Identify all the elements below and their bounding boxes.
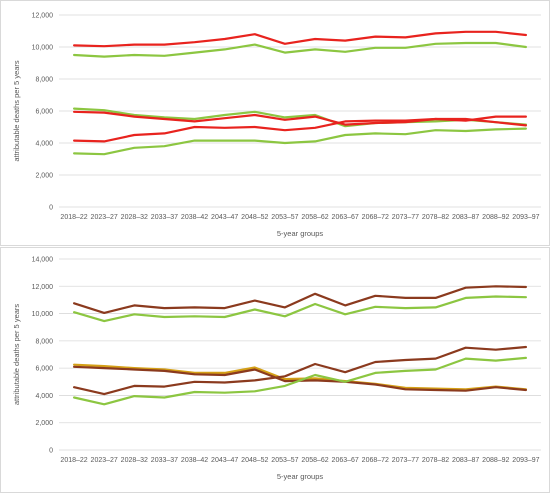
x-tick-label: 2033–37 <box>151 457 178 464</box>
series-line-3 <box>72 363 528 391</box>
y-tick-label: 8,000 <box>35 77 53 84</box>
x-tick-label: 2058–62 <box>301 214 328 221</box>
x-tick-label: 2068–72 <box>362 214 389 221</box>
y-tick-label: 12,000 <box>32 284 54 291</box>
y-tick-label: 2,000 <box>35 420 53 427</box>
series-line-5 <box>72 117 528 143</box>
x-tick-label: 2028–32 <box>121 214 148 221</box>
x-tick-label: 2063–67 <box>332 457 359 464</box>
y-tick-label: 0 <box>49 205 53 212</box>
series-line-2 <box>72 295 528 323</box>
series-line-6 <box>72 356 528 406</box>
x-tick-label: 2018–22 <box>60 214 87 221</box>
x-axis-title: 5-year groups <box>277 472 324 481</box>
series-line-2 <box>72 41 528 58</box>
y-tick-label: 0 <box>49 448 53 455</box>
y-tick-label: 10,000 <box>32 45 54 52</box>
x-tick-label: 2053–57 <box>271 214 298 221</box>
y-axis-title: attributable deaths per 5 years <box>12 60 21 162</box>
x-tick-label: 2073–77 <box>392 214 419 221</box>
x-axis-title: 5-year groups <box>277 229 324 238</box>
series-line-5 <box>72 345 528 396</box>
x-tick-label: 2048–52 <box>241 214 268 221</box>
x-tick-label: 2078–82 <box>422 214 449 221</box>
x-tick-label: 2023–27 <box>91 457 118 464</box>
x-tick-label: 2038–42 <box>181 214 208 221</box>
x-tick-label: 2043–47 <box>211 457 238 464</box>
y-tick-label: 12,000 <box>32 13 54 20</box>
line-chart-bottom: 0 2,000 4,000 6,000 8,000 10,000 12,000 14,000 2… <box>12 257 541 481</box>
x-tick-label: 2068–72 <box>362 457 389 464</box>
x-tick-label: 2093–97 <box>512 214 539 221</box>
x-tick-label: 2063–67 <box>332 214 359 221</box>
series-line-6 <box>72 127 528 156</box>
chart-panel-bottom: 0 2,000 4,000 6,000 8,000 10,000 12,000 14,000 2… <box>0 247 550 493</box>
x-tick-label: 2073–77 <box>392 457 419 464</box>
y-tick-label: 4,000 <box>35 141 53 148</box>
x-tick-label: 2078–82 <box>422 457 449 464</box>
y-axis-title: attributable deaths per 5 years <box>12 304 21 406</box>
series-line-1 <box>72 30 528 48</box>
y-tick-label: 8,000 <box>35 338 53 345</box>
x-tick-label: 2053–57 <box>271 457 298 464</box>
x-tick-label: 2093–97 <box>512 457 539 464</box>
line-chart-top: 0 2,000 4,000 6,000 8,000 10,000 12,000 2018–22… <box>12 13 541 238</box>
chart-panel-top: 0 2,000 4,000 6,000 8,000 10,000 12,000 2018–22… <box>0 0 550 246</box>
y-tick-label: 10,000 <box>32 311 54 318</box>
x-tick-label: 2018–22 <box>60 457 87 464</box>
x-tick-label: 2088–92 <box>482 214 509 221</box>
y-tick-label: 14,000 <box>32 257 54 264</box>
y-tick-label: 2,000 <box>35 173 53 180</box>
x-tick-label: 2083–87 <box>452 214 479 221</box>
x-tick-label: 2038–42 <box>181 457 208 464</box>
x-tick-label: 2048–52 <box>241 457 268 464</box>
x-tick-label: 2083–87 <box>452 457 479 464</box>
y-tick-label: 6,000 <box>35 109 53 116</box>
x-tick-label: 2033–37 <box>151 214 178 221</box>
x-tick-label: 2058–62 <box>301 457 328 464</box>
y-tick-label: 6,000 <box>35 366 53 373</box>
x-tick-label: 2023–27 <box>91 214 118 221</box>
y-tick-label: 4,000 <box>35 393 53 400</box>
x-tick-label: 2043–47 <box>211 214 238 221</box>
x-tick-label: 2028–32 <box>121 457 148 464</box>
series-line-1 <box>72 285 528 315</box>
x-tick-label: 2088–92 <box>482 457 509 464</box>
